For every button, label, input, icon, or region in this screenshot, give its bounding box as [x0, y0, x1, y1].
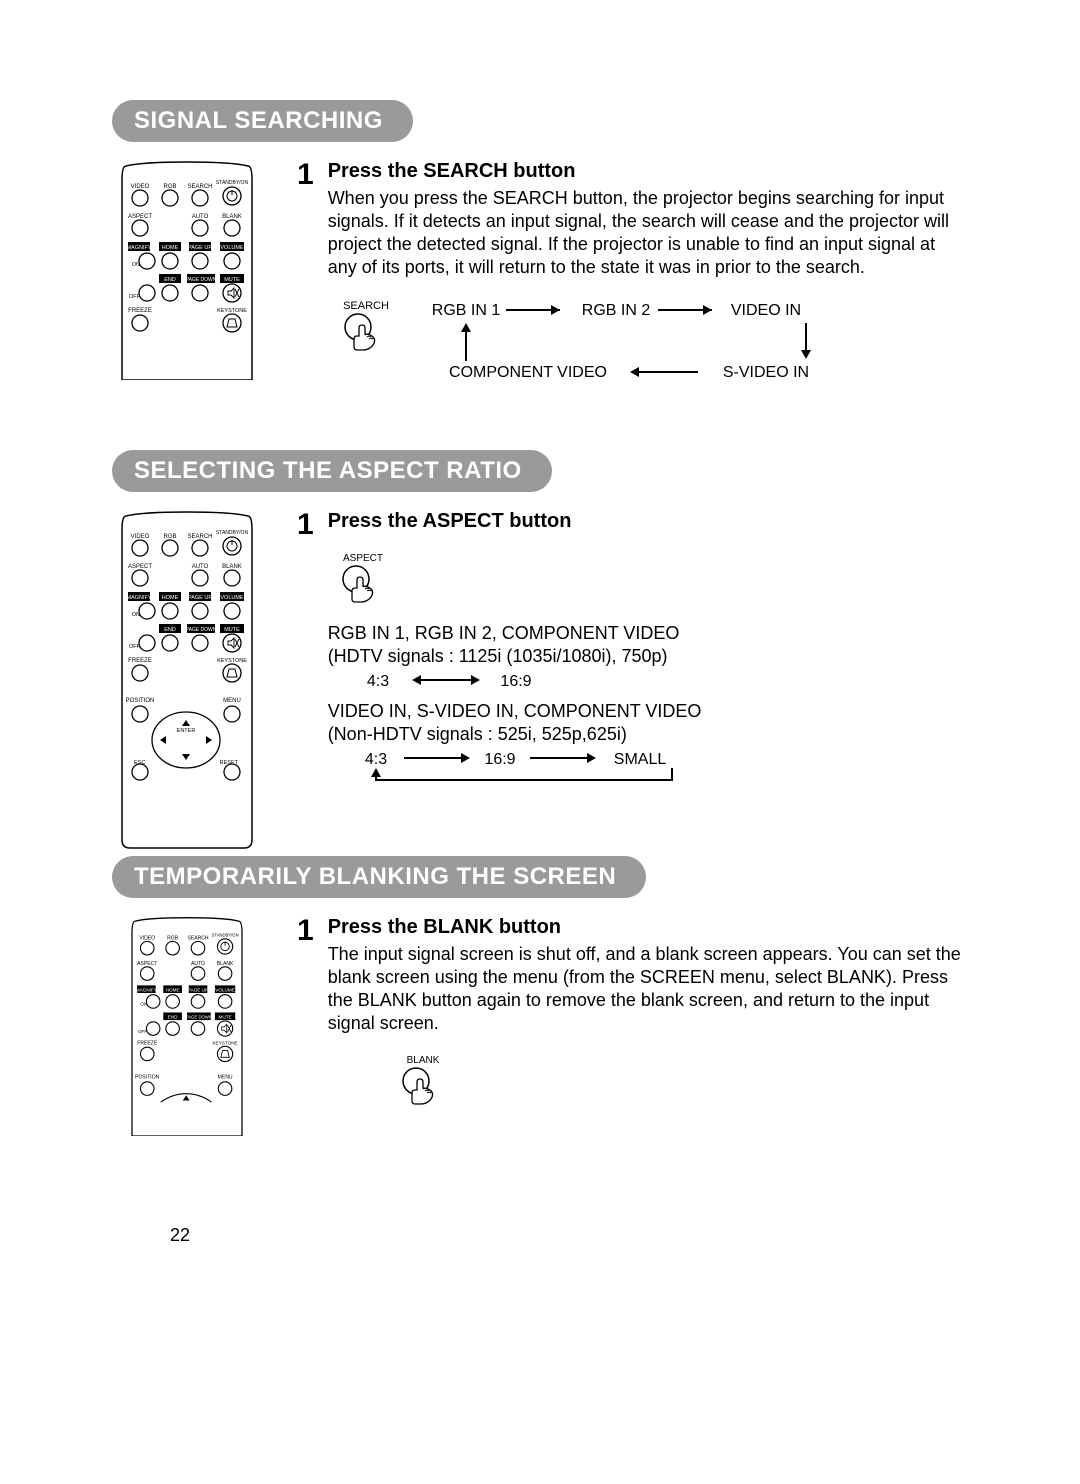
svg-text:4:3: 4:3: [365, 751, 387, 768]
svg-text:RGB IN 2: RGB IN 2: [581, 302, 650, 319]
aspect-toggle-43-169: 4:3 16:9: [328, 668, 588, 694]
aspect-cycle-diagram: 4:3 16:9 SMALL: [328, 746, 728, 792]
signal-search-flow-diagram: SEARCH RGB IN 1 RGB IN 2 VIDEO IN: [328, 297, 888, 387]
step-number: 1: [297, 508, 314, 542]
svg-text:BLANK: BLANK: [406, 1055, 439, 1066]
remote-illustration-3: [112, 916, 262, 1136]
svg-text:16:9: 16:9: [500, 673, 531, 690]
step-description: When you press the SEARCH button, the pr…: [328, 187, 967, 279]
svg-text:COMPONENT VIDEO: COMPONENT VIDEO: [449, 364, 607, 381]
step-number: 1: [297, 914, 314, 948]
svg-text:4:3: 4:3: [367, 673, 389, 690]
aspect-button-diagram: ASPECT: [328, 551, 408, 611]
section-title-blanking: TEMPORARILY BLANKING THE SCREEN: [112, 856, 646, 898]
section-title-aspect-ratio: SELECTING THE ASPECT RATIO: [112, 450, 552, 492]
svg-text:RGB IN 1: RGB IN 1: [431, 302, 500, 319]
blank-button-diagram: BLANK: [388, 1053, 468, 1113]
svg-text:ASPECT: ASPECT: [343, 553, 383, 564]
aspect-line4: (Non-HDTV signals : 525i, 525p,625i): [328, 723, 967, 746]
aspect-line1: RGB IN 1, RGB IN 2, COMPONENT VIDEO: [328, 622, 967, 645]
remote-illustration-2: [112, 510, 262, 850]
svg-text:SEARCH: SEARCH: [343, 300, 389, 312]
section-title-signal-searching: SIGNAL SEARCHING: [112, 100, 413, 142]
step-title: Press the ASPECT button: [328, 510, 967, 533]
step-title: Press the BLANK button: [328, 916, 967, 939]
remote-illustration-1: [112, 160, 262, 380]
svg-text:S-VIDEO IN: S-VIDEO IN: [723, 364, 809, 381]
svg-text:16:9: 16:9: [484, 751, 515, 768]
step-description: The input signal screen is shut off, and…: [328, 943, 967, 1035]
svg-text:SMALL: SMALL: [613, 751, 666, 768]
step-title: Press the SEARCH button: [328, 160, 967, 183]
aspect-line3: VIDEO IN, S-VIDEO IN, COMPONENT VIDEO: [328, 700, 967, 723]
svg-text:VIDEO IN: VIDEO IN: [731, 302, 801, 319]
step-number: 1: [297, 158, 314, 192]
page-number: 22: [170, 1225, 190, 1246]
aspect-line2: (HDTV signals : 1125i (1035i/1080i), 750…: [328, 645, 967, 668]
